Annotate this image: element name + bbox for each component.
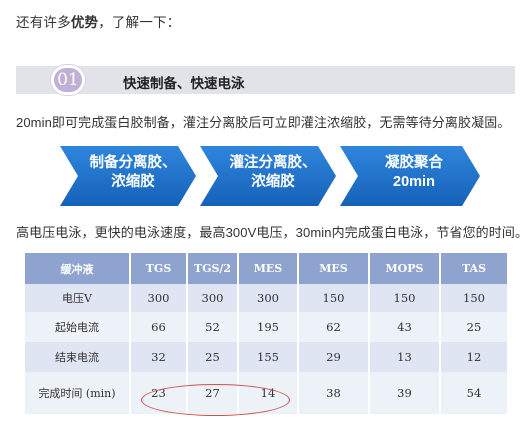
- table-cell: 150: [298, 284, 370, 312]
- paragraph-prep: 20min即可完成蛋白胶制备，灌注分离胶后可立即灌注浓缩胶，无需等待分离胶凝固。: [16, 115, 511, 130]
- table-row-start-current: 起始电流 66 52 195 62 43 25: [25, 312, 507, 342]
- table-row-completion-time: 完成时间 (min) 23 27 14 38 39 54: [25, 372, 507, 414]
- header-tgs-half: TGS/2: [187, 253, 239, 284]
- section-number-badge: 01: [51, 65, 85, 95]
- table-cell: 300: [238, 284, 299, 312]
- table-cell: 300: [130, 284, 188, 312]
- process-step-1-line2: 浓缩胶: [111, 174, 155, 190]
- intro-bold: 优势: [70, 15, 99, 30]
- buffer-comparison-table: 缓冲液 TGS TGS/2 MES MES MOPS TAS 电压V 300 3…: [25, 253, 507, 414]
- header-mes-1: MES: [238, 253, 299, 284]
- process-step-3-line1: 凝胶聚合: [385, 155, 443, 171]
- table-cell: 52: [187, 312, 239, 342]
- table-cell: 62: [298, 312, 370, 342]
- table-cell: 155: [238, 342, 299, 372]
- row-label: 完成时间 (min): [25, 372, 131, 414]
- table-cell: 12: [440, 342, 507, 372]
- header-mops: MOPS: [369, 253, 441, 284]
- table-header-row: 缓冲液 TGS TGS/2 MES MES MOPS TAS: [25, 253, 507, 284]
- process-step-1-line1: 制备分离胶、: [89, 155, 177, 171]
- row-label: 起始电流: [25, 312, 131, 342]
- header-tgs: TGS: [130, 253, 188, 284]
- table-cell: 39: [369, 372, 441, 414]
- process-step-3-arrow: [340, 146, 480, 206]
- table-cell: 38: [298, 372, 370, 414]
- table-cell: 66: [130, 312, 188, 342]
- row-label: 电压V: [25, 284, 131, 312]
- process-flow: 制备分离胶、 浓缩胶 灌注分离胶、 浓缩胶 凝胶聚合 20min: [60, 146, 480, 206]
- table-cell: 25: [187, 342, 239, 372]
- intro-suffix: ，了解一下：: [98, 15, 181, 30]
- process-step-1-arrow: [60, 146, 196, 206]
- process-step-2-line1: 灌注分离胶、: [229, 155, 317, 171]
- table-cell: 43: [369, 312, 441, 342]
- paragraph-electrophoresis: 高电压电泳，更快的电泳速度，最高300V电压，30min内完成蛋白电泳，节省您的…: [16, 225, 529, 240]
- process-step-2-arrow: [200, 146, 336, 206]
- process-step-2-label: 灌注分离胶、 浓缩胶: [218, 154, 328, 192]
- row-label: 结束电流: [25, 342, 131, 372]
- intro-text: 还有许多优势，了解一下：: [16, 11, 180, 31]
- process-step-3-line2: 20min: [393, 174, 435, 190]
- section-header-bar: [16, 66, 515, 94]
- process-arrows: [60, 146, 480, 206]
- header-mes-2: MES: [298, 253, 370, 284]
- process-step-3-label: 凝胶聚合 20min: [358, 154, 470, 192]
- header-tas: TAS: [440, 253, 507, 284]
- table-cell: 25: [440, 312, 507, 342]
- section-title: 快速制备、快速电泳: [123, 76, 245, 91]
- table-cell: 150: [369, 284, 441, 312]
- table-row-end-current: 结束电流 32 25 155 29 13 12: [25, 342, 507, 372]
- table-cell: 32: [130, 342, 188, 372]
- process-step-1-label: 制备分离胶、 浓缩胶: [78, 154, 188, 192]
- intro-prefix: 还有许多: [16, 15, 71, 30]
- header-buffer: 缓冲液: [25, 253, 131, 284]
- process-step-2-line2: 浓缩胶: [251, 174, 295, 190]
- table-cell: 150: [440, 284, 507, 312]
- table-cell: 13: [369, 342, 441, 372]
- table-cell: 54: [440, 372, 507, 414]
- table-row-voltage: 电压V 300 300 300 150 150 150: [25, 284, 507, 312]
- table-cell: 300: [187, 284, 239, 312]
- highlight-ellipse: [141, 384, 290, 416]
- table-cell: 29: [298, 342, 370, 372]
- table-cell: 195: [238, 312, 299, 342]
